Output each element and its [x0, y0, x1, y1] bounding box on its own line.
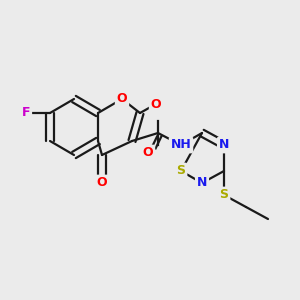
Text: S: S	[220, 188, 229, 202]
Text: S: S	[176, 164, 185, 178]
Text: O: O	[143, 146, 153, 160]
Text: O: O	[151, 98, 161, 110]
Text: N: N	[219, 139, 229, 152]
Text: N: N	[197, 176, 207, 190]
Text: O: O	[97, 176, 107, 190]
Text: F: F	[22, 106, 30, 119]
Text: NH: NH	[171, 139, 191, 152]
Text: O: O	[117, 92, 127, 106]
